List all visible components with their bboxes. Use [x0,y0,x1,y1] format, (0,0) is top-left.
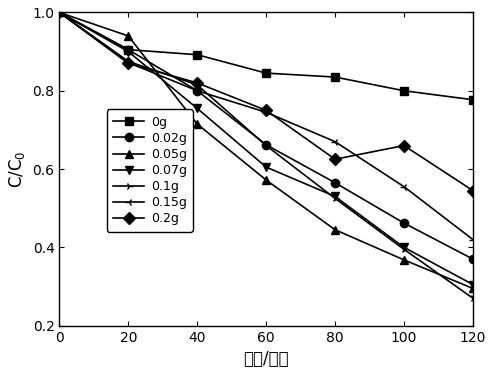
0.1g [401,247,407,252]
0.15g [332,140,338,144]
0.02g [332,180,338,185]
0g [56,10,62,15]
0.1g [470,296,476,300]
0g [194,53,200,57]
0.15g [56,10,62,15]
0.02g [56,10,62,15]
0g [332,75,338,79]
Line: 0.2g: 0.2g [55,8,477,195]
0.1g [263,143,269,148]
0.07g [470,282,476,287]
0.05g [125,34,131,38]
0.2g [401,143,407,148]
0.05g [332,228,338,232]
0.07g [125,50,131,54]
X-axis label: 时间/分钟: 时间/分钟 [244,350,289,368]
0.2g [125,61,131,66]
Line: 0.07g: 0.07g [55,8,477,289]
0.1g [125,59,131,64]
0.05g [56,10,62,15]
0.15g [125,60,131,65]
Line: 0g: 0g [55,8,477,104]
0g [263,71,269,75]
0.15g [194,88,200,93]
0.02g [194,88,200,93]
0.2g [332,157,338,162]
Legend: 0g, 0.02g, 0.05g, 0.07g, 0.1g, 0.15g, 0.2g: 0g, 0.02g, 0.05g, 0.07g, 0.1g, 0.15g, 0.… [107,110,193,232]
0.02g [401,221,407,225]
Line: 0.05g: 0.05g [55,8,477,292]
0.05g [194,122,200,126]
0.02g [470,257,476,261]
0.07g [56,10,62,15]
0.15g [401,184,407,189]
0.1g [194,82,200,87]
0.1g [332,196,338,201]
0.07g [194,106,200,111]
0.05g [470,286,476,291]
0g [470,98,476,102]
0.05g [263,178,269,182]
0.2g [56,10,62,15]
0.15g [470,237,476,242]
0.1g [56,10,62,15]
0.07g [401,245,407,250]
0.2g [263,108,269,112]
0.02g [125,47,131,52]
0.2g [194,81,200,85]
0g [125,47,131,52]
0.05g [401,258,407,262]
0.07g [332,194,338,199]
0.02g [263,142,269,147]
Line: 0.02g: 0.02g [55,8,477,263]
0.07g [263,165,269,170]
Y-axis label: C/C$_0$: C/C$_0$ [7,150,27,188]
0.15g [263,110,269,114]
0.2g [470,188,476,193]
0g [401,88,407,93]
Line: 0.15g: 0.15g [55,8,477,244]
Line: 0.1g: 0.1g [55,8,477,302]
